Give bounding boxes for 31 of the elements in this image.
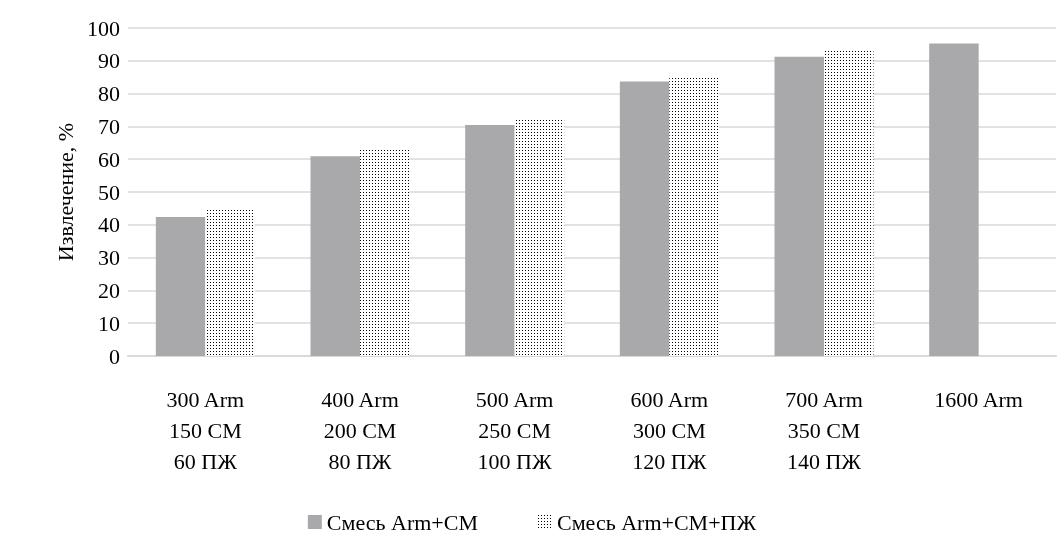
x-tick-label: 300 Arm 150 СМ 60 ПЖ [166, 387, 245, 474]
bar [310, 156, 360, 356]
y-tick-label: 50 [98, 179, 120, 205]
legend-label: Смесь Arm+СМ [326, 509, 479, 535]
bar [465, 125, 515, 356]
y-tick-label: 40 [98, 212, 120, 238]
y-tick-label: 0 [109, 343, 120, 369]
x-tick-label: 600 Arm 300 СМ 120 ПЖ [630, 387, 709, 474]
y-tick-label: 100 [87, 15, 120, 41]
bar [619, 81, 670, 356]
y-tick-label: 60 [98, 146, 120, 172]
x-tick-label: 500 Arm 250 СМ 100 ПЖ [475, 387, 554, 474]
bar [824, 50, 874, 356]
bar [360, 148, 410, 356]
legend-label: Смесь Arm+СМ+ПЖ [557, 509, 757, 535]
y-tick-label: 90 [98, 48, 120, 74]
bar [929, 43, 979, 356]
bar [514, 119, 565, 356]
bar [669, 77, 719, 356]
y-tick-label: 30 [98, 245, 120, 271]
y-tick-label: 20 [98, 277, 120, 303]
x-tick-label: 700 Arm 350 СМ 140 ПЖ [785, 387, 863, 474]
bar [774, 56, 824, 356]
y-axis-title: Извлечение, % [52, 122, 78, 262]
y-tick-label: 10 [98, 310, 120, 336]
y-tick-label: 70 [98, 113, 120, 139]
x-tick-label: 400 Arm 200 СМ 80 ПЖ [321, 387, 399, 474]
bar [205, 208, 255, 356]
bar [155, 216, 206, 356]
y-tick-label: 80 [98, 81, 120, 107]
x-tick-label: 1600 Arm [934, 387, 1023, 412]
